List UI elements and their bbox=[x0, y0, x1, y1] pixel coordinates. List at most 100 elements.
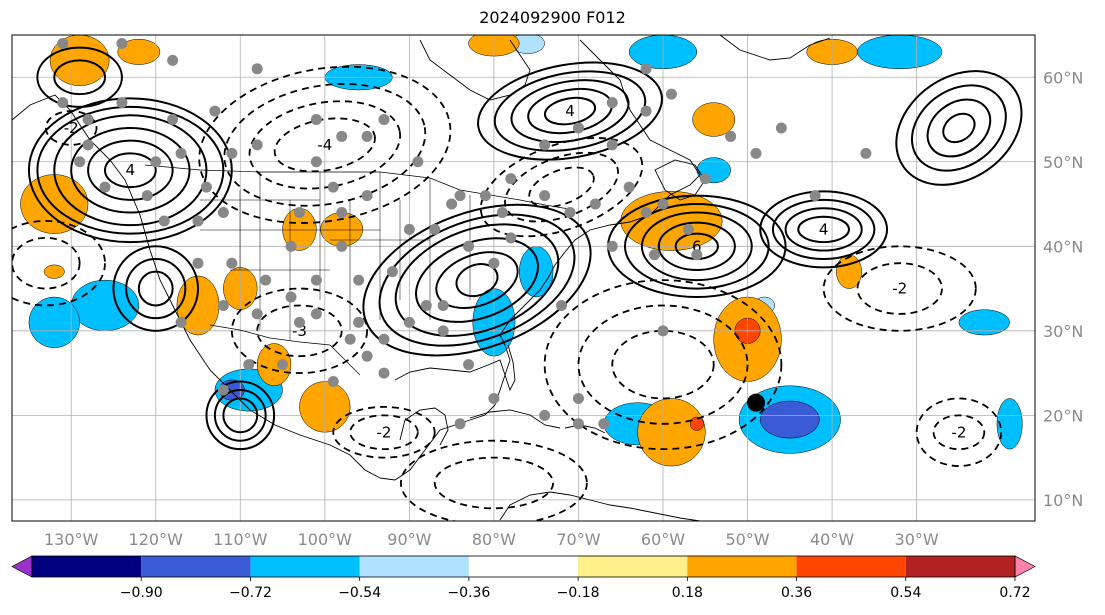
negative-shaded-region bbox=[759, 400, 820, 439]
station-dot bbox=[682, 223, 694, 235]
contour-label: -2 bbox=[951, 423, 966, 441]
station-dot bbox=[420, 299, 432, 311]
contour-label: 6 bbox=[692, 237, 702, 255]
negative-contour-line bbox=[577, 304, 749, 425]
positive-contour-line bbox=[477, 61, 663, 161]
station-dot bbox=[167, 54, 179, 66]
positive-contour-line bbox=[543, 96, 597, 126]
negative-contour-line bbox=[932, 414, 986, 451]
latitude-tick-label: 30°N bbox=[1043, 322, 1083, 341]
station-dot bbox=[429, 223, 441, 235]
station-dot bbox=[725, 130, 737, 142]
negative-contours: -4-2-2-3-2-2 bbox=[12, 65, 1003, 521]
negative-contour-line bbox=[230, 287, 368, 374]
station-dot bbox=[505, 232, 517, 244]
colorbar-tick-label: −0.72 bbox=[229, 585, 272, 601]
station-dot bbox=[310, 114, 322, 126]
positive-contour-line bbox=[784, 207, 863, 252]
station-dot bbox=[226, 147, 238, 159]
positive-contour-line bbox=[435, 251, 519, 309]
station-dot bbox=[344, 333, 356, 345]
positive-contour-line bbox=[53, 59, 106, 96]
contour-label: 4 bbox=[126, 161, 136, 179]
positive-contour-line bbox=[213, 388, 267, 442]
station-dot bbox=[623, 181, 635, 193]
colorbar-extend-high bbox=[1014, 555, 1036, 578]
latitude-tick-label: 40°N bbox=[1043, 237, 1083, 256]
positive-contour-line bbox=[394, 223, 560, 337]
station-dot bbox=[336, 240, 348, 252]
station-dot bbox=[378, 367, 390, 379]
station-dot bbox=[150, 156, 162, 168]
station-dot bbox=[175, 316, 187, 328]
latitude-tick-label: 60°N bbox=[1043, 68, 1083, 87]
station-dot bbox=[327, 181, 339, 193]
positive-contour-line bbox=[910, 84, 1007, 172]
positive-contour-line bbox=[36, 46, 123, 108]
latitude-labels: 60°N 50°N 40°N 30°N 20°N 10°N bbox=[1043, 68, 1083, 510]
colorbar-segment bbox=[468, 556, 579, 577]
longitude-tick-label: 100°W bbox=[298, 530, 353, 549]
contour-label: -4 bbox=[317, 136, 332, 154]
station-dot bbox=[82, 139, 94, 151]
coastline-greenland bbox=[719, 35, 831, 61]
station-dot bbox=[665, 88, 677, 100]
negative-contour-line bbox=[611, 329, 715, 400]
contour-label: 4 bbox=[565, 102, 575, 120]
colorbar-segment bbox=[687, 556, 797, 577]
latitude-tick-label: 10°N bbox=[1043, 491, 1083, 510]
station-dot bbox=[99, 181, 111, 193]
station-dot bbox=[496, 206, 508, 218]
colorbar-tick-label: 0.36 bbox=[781, 585, 812, 601]
positive-contour-line bbox=[137, 270, 174, 307]
colorbar-segment bbox=[32, 556, 142, 577]
colorbar-segment bbox=[905, 556, 1015, 577]
station-dot bbox=[589, 198, 601, 210]
station-dot bbox=[657, 325, 669, 337]
positive-contour-line bbox=[759, 190, 889, 269]
positive-shaded-region bbox=[256, 343, 292, 387]
positive-contour-line bbox=[378, 213, 576, 347]
positive-contour-line bbox=[205, 380, 276, 451]
longitude-labels: 130°W 120°W 110°W 100°W 90°W 80°W 70°W 60°W 50°W… bbox=[44, 530, 939, 549]
negative-shaded-region bbox=[996, 398, 1023, 450]
positive-contour-line bbox=[362, 203, 592, 357]
positive-shaded-region bbox=[117, 38, 161, 65]
station-dot bbox=[192, 257, 204, 269]
latitude-tick-label: 50°N bbox=[1043, 153, 1083, 172]
station-dot bbox=[775, 122, 787, 134]
colorbar-tick-label: −0.54 bbox=[338, 585, 381, 601]
station-dot bbox=[572, 392, 584, 404]
positive-shaded-region bbox=[689, 416, 704, 431]
station-dot bbox=[479, 190, 491, 202]
coastline-newfoundland bbox=[654, 159, 706, 201]
station-dot bbox=[192, 215, 204, 227]
station-dot bbox=[175, 147, 187, 159]
station-dot bbox=[116, 37, 128, 49]
station-dot bbox=[353, 274, 365, 286]
colorbar-tick-label: −0.36 bbox=[447, 585, 490, 601]
station-dot bbox=[361, 350, 373, 362]
negative-contour-line bbox=[248, 100, 402, 190]
colorbar-segment bbox=[796, 556, 906, 577]
station-dot bbox=[463, 359, 475, 371]
station-dot bbox=[446, 198, 458, 210]
map-frame bbox=[11, 34, 1036, 522]
negative-contour-line bbox=[223, 83, 427, 207]
station-dot bbox=[251, 63, 263, 75]
station-dot bbox=[277, 359, 289, 371]
coastline-yucatan bbox=[399, 407, 449, 446]
positive-contour-line bbox=[70, 126, 191, 214]
positive-contour-line bbox=[926, 98, 992, 158]
station-dot bbox=[260, 274, 272, 286]
negative-contour-line bbox=[915, 397, 1003, 467]
station-dot bbox=[454, 190, 466, 202]
station-dot bbox=[217, 206, 229, 218]
contour-label: 4 bbox=[819, 220, 829, 238]
longitude-tick-label: 80°W bbox=[472, 530, 516, 549]
station-dot bbox=[640, 206, 652, 218]
station-dot bbox=[488, 392, 500, 404]
colorbar-tick-label: 0.72 bbox=[999, 585, 1030, 601]
contour-label: -2 bbox=[377, 423, 392, 441]
